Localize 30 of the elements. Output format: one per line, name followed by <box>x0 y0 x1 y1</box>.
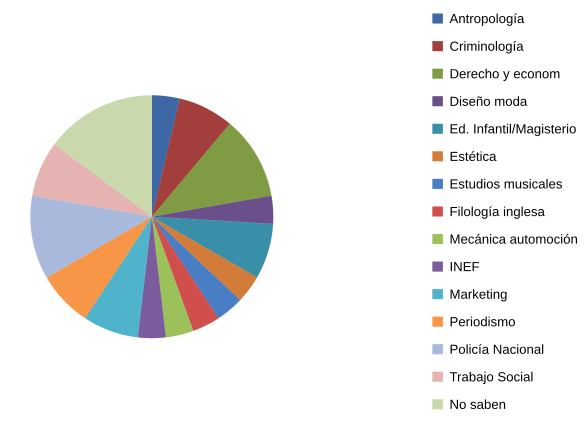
legend-label: Estética <box>450 151 496 162</box>
legend-label: Derecho y econom <box>450 68 560 82</box>
legend-label: Periodismo <box>450 316 515 326</box>
pie-slice <box>46 216 152 318</box>
pie-slice <box>152 196 274 224</box>
legend-label: Estudios musicales <box>450 178 562 189</box>
legend-label: No saben <box>450 399 506 410</box>
pie-slice <box>152 216 240 318</box>
pie-slice <box>152 98 230 217</box>
pie-slice <box>152 216 219 331</box>
pie-slice <box>152 216 274 278</box>
legend-label: Antropología <box>450 13 524 26</box>
legend-label: Ed. Infantil/Magisterio <box>450 124 576 136</box>
legend-label: Policía Nacional <box>450 344 544 354</box>
legend-label: Mecánica automoción <box>450 234 577 244</box>
legend-label: Trabajo Social <box>450 372 532 384</box>
pie-slice <box>152 124 272 217</box>
pie-slice <box>30 196 152 278</box>
legend-label: Filología inglesa <box>450 206 545 219</box>
legend-label: Diseño moda <box>450 96 528 106</box>
pie-slice <box>152 216 258 300</box>
legend-label: Criminología <box>450 41 524 54</box>
pie-slice <box>32 144 152 217</box>
legend-label: Marketing <box>450 289 507 302</box>
pie-slice <box>138 216 166 338</box>
pie-slice <box>152 95 180 217</box>
pie-slice <box>54 95 152 217</box>
pie-slice <box>152 216 194 338</box>
pie-slice <box>85 216 152 338</box>
legend-label: INEF <box>450 262 480 272</box>
